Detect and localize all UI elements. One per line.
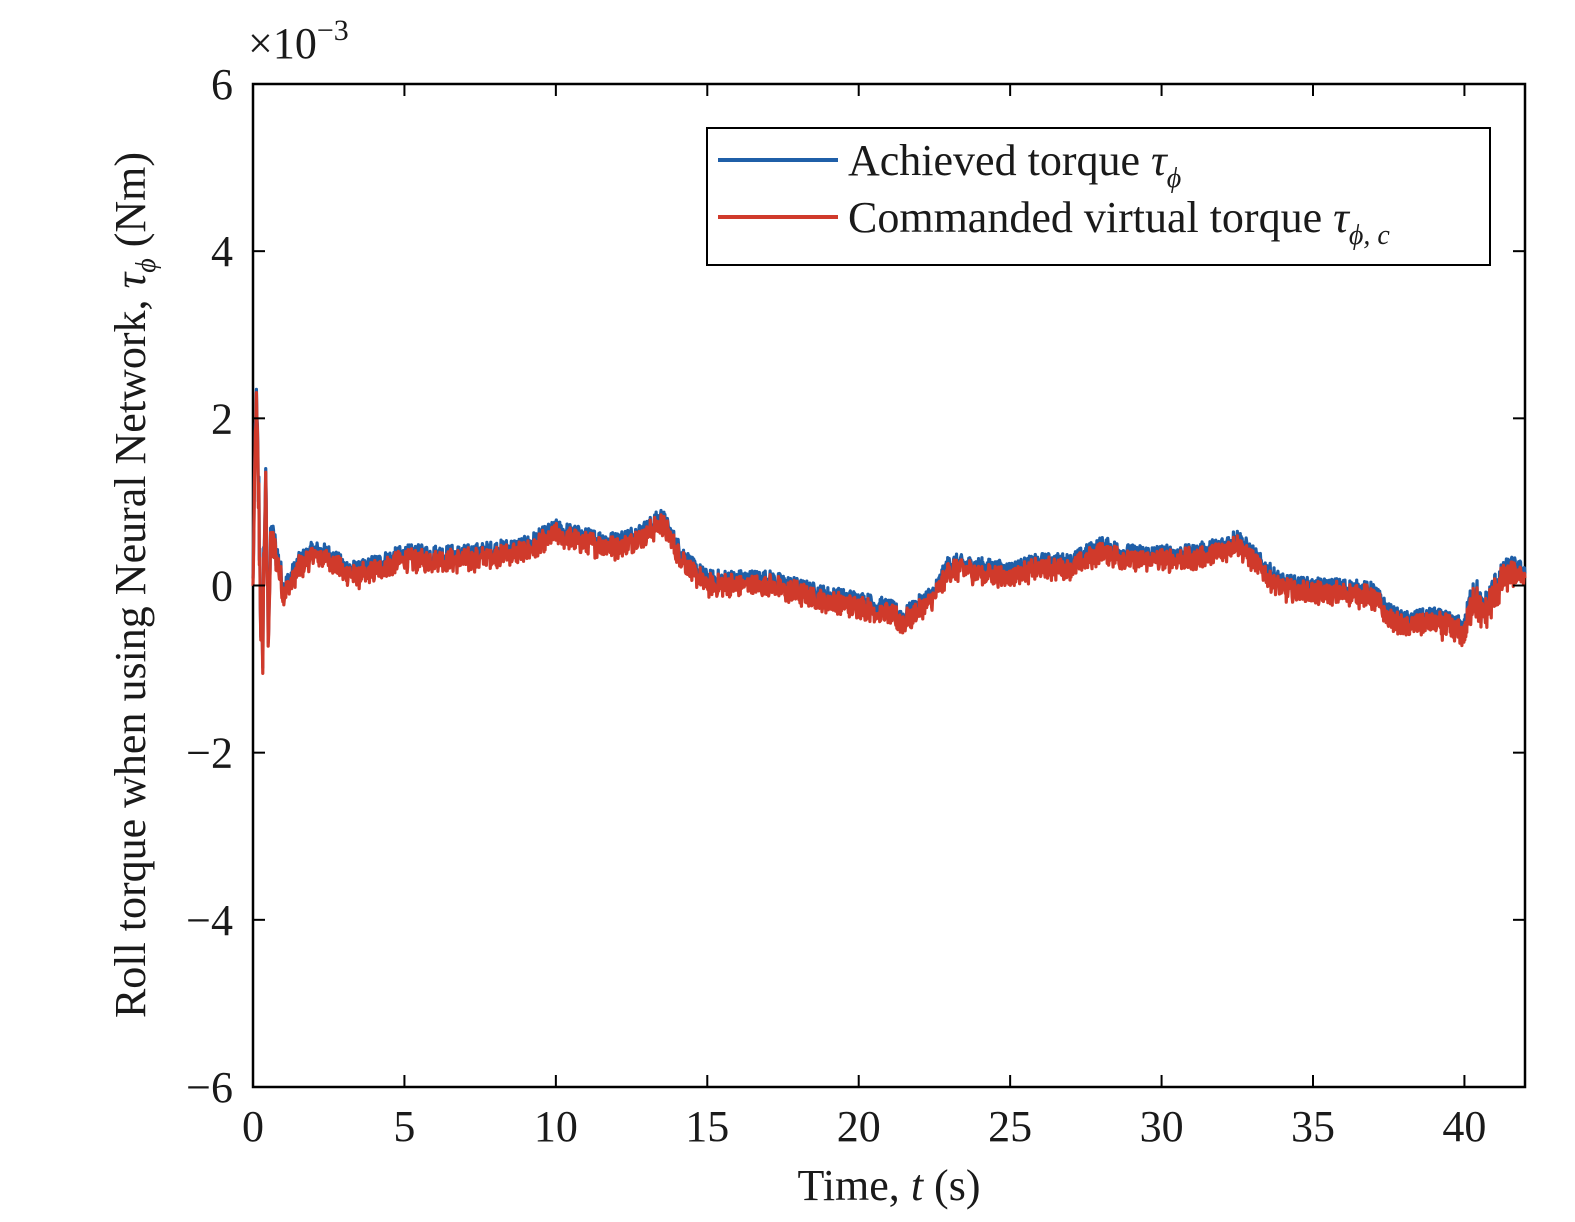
x-tick-label: 0 xyxy=(242,1102,264,1151)
y-tick-label: 6 xyxy=(211,60,233,109)
series-line-commanded xyxy=(251,391,1527,675)
x-tick-label: 5 xyxy=(393,1102,415,1151)
x-tick-label: 20 xyxy=(837,1102,881,1151)
y-tick-label: 2 xyxy=(211,394,233,443)
x-tick-label: 15 xyxy=(685,1102,729,1151)
x-tick-label: 30 xyxy=(1140,1102,1184,1151)
x-tick-label: 40 xyxy=(1442,1102,1486,1151)
y-axis-label: Roll torque when using Neural Network, τ… xyxy=(106,152,162,1018)
x-tick-labels: 0 5 10 15 20 25 30 35 40 xyxy=(242,1102,1486,1151)
y-tick-labels: −6 −4 −2 0 2 4 6 xyxy=(186,60,233,1112)
x-tick-label: 10 xyxy=(534,1102,578,1151)
y-tick-label: 4 xyxy=(211,227,233,276)
series-layer xyxy=(251,387,1527,675)
legend-box xyxy=(706,127,1491,266)
y-tick-label: −6 xyxy=(186,1063,233,1112)
x-tick-label: 25 xyxy=(988,1102,1032,1151)
x-axis-label: Time, t (s) xyxy=(798,1161,981,1210)
y-tick-label: 0 xyxy=(211,562,233,611)
legend-label-achieved: Achieved torque τϕ xyxy=(848,136,1181,194)
x-tick-label: 35 xyxy=(1291,1102,1335,1151)
y-tick-label: −4 xyxy=(186,896,233,945)
y-scale-label: ×10−3 xyxy=(248,14,349,68)
legend: Achieved torque τϕ Commanded virtual tor… xyxy=(706,127,1491,266)
legend-label-commanded: Commanded virtual torque τϕ, c xyxy=(848,193,1390,251)
y-tick-label: −2 xyxy=(186,729,233,778)
axis-ticks xyxy=(252,83,1525,1088)
